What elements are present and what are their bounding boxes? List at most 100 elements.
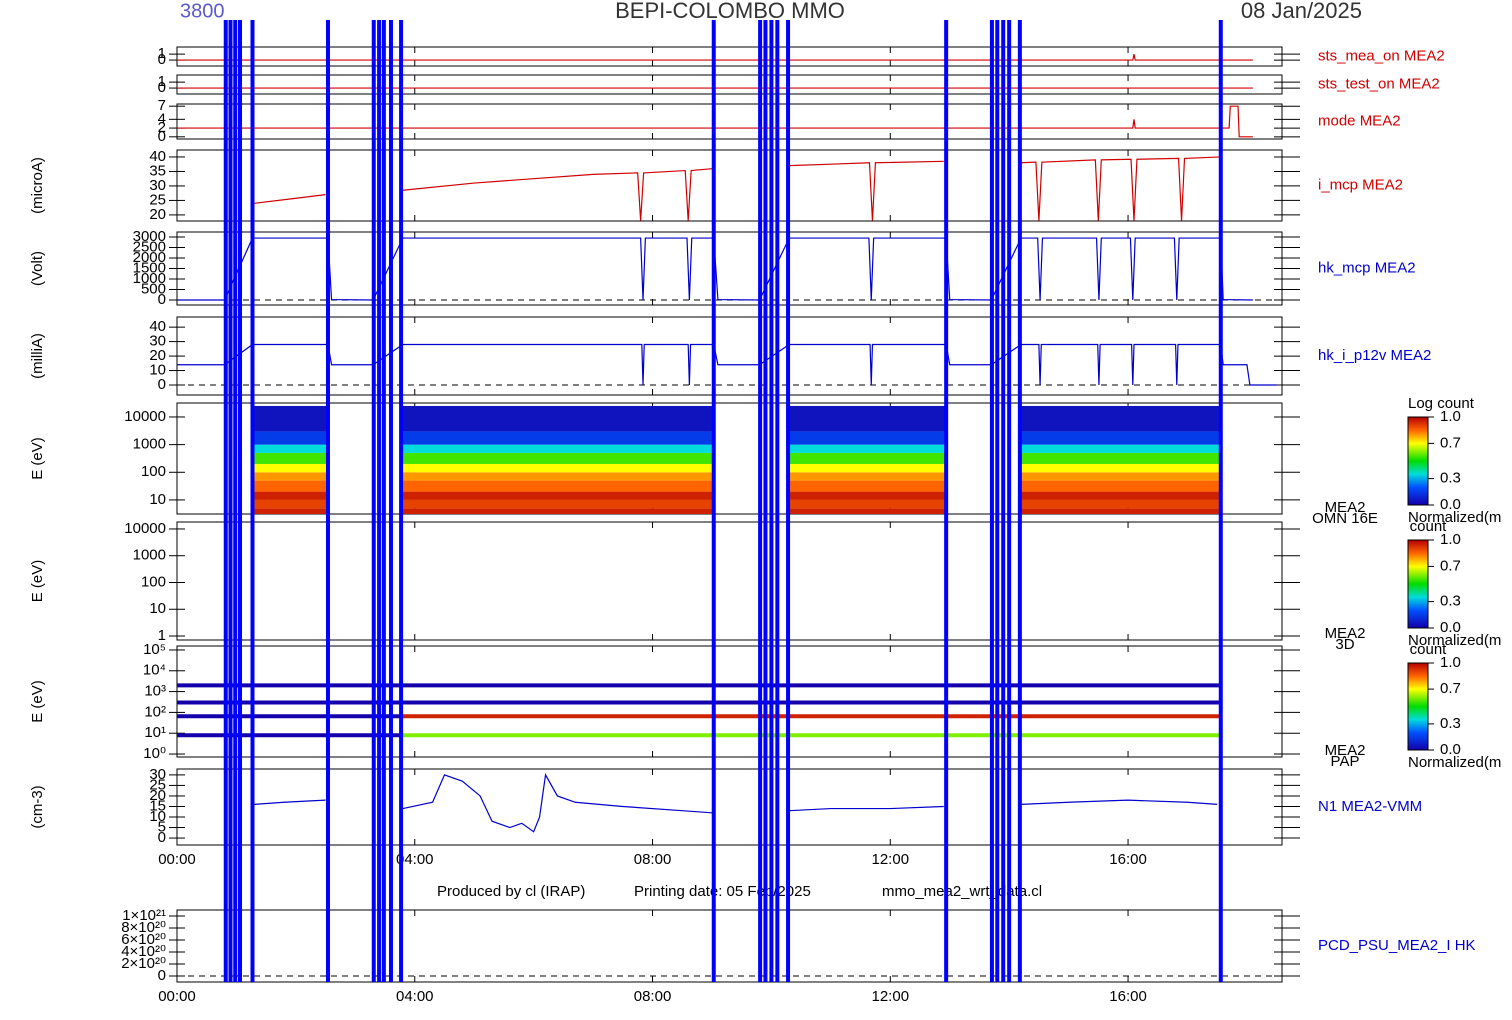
y-tick-label: 4 bbox=[158, 110, 166, 127]
panel-label: MEA2 bbox=[1325, 742, 1366, 759]
spectrogram-cell bbox=[252, 499, 328, 509]
y-tick-label: 10 bbox=[149, 600, 166, 617]
event-bar bbox=[233, 20, 238, 982]
event-bar bbox=[377, 20, 382, 982]
y-tick-label: 10⁰ bbox=[143, 745, 166, 762]
spectrogram-cell bbox=[401, 405, 714, 432]
y-tick-label: 30 bbox=[149, 333, 166, 350]
y-tick-label: 10 bbox=[149, 491, 166, 508]
series-line bbox=[789, 160, 944, 221]
x-tick-label: 16:00 bbox=[1109, 851, 1147, 868]
spectrogram-cell bbox=[252, 431, 328, 445]
y-tick-label: 40 bbox=[149, 148, 166, 165]
y-axis-label: E (eV) bbox=[29, 437, 46, 480]
y-tick-label: 30 bbox=[149, 766, 166, 783]
y-axis-label: (microA) bbox=[29, 157, 46, 214]
panel-frame bbox=[176, 231, 1283, 306]
event-bar bbox=[769, 20, 774, 982]
event-bar bbox=[228, 20, 233, 982]
y-tick-label: 25 bbox=[149, 776, 166, 793]
colorbar-tick-label: 0.3 bbox=[1440, 715, 1461, 732]
x-tick-label: 00:00 bbox=[158, 988, 196, 1005]
y-axis-label: E (eV) bbox=[29, 680, 46, 723]
y-tick-label: 1 bbox=[158, 45, 166, 62]
y-tick-label: 20 bbox=[149, 787, 166, 804]
event-bar bbox=[399, 20, 404, 982]
event-bar bbox=[758, 20, 763, 982]
y-tick-label: 10000 bbox=[124, 408, 166, 425]
x-tick-label: 04:00 bbox=[396, 988, 434, 1005]
event-bar bbox=[763, 20, 768, 982]
spectrogram-cell bbox=[788, 480, 947, 492]
spectrogram-cell bbox=[788, 508, 947, 514]
spectrogram-cell bbox=[401, 452, 714, 464]
colorbar-tick-label: 0.0 bbox=[1440, 496, 1461, 513]
event-bar bbox=[250, 20, 255, 982]
panel-label: i_mcp MEA2 bbox=[1318, 176, 1403, 193]
y-tick-label: 10¹ bbox=[144, 724, 166, 741]
y-tick-label: 1 bbox=[158, 73, 166, 90]
event-bar bbox=[371, 20, 376, 982]
y-tick-label: 7 bbox=[158, 97, 166, 114]
spectrogram-cell bbox=[1019, 444, 1221, 453]
y-tick-label: 2 bbox=[158, 119, 166, 136]
spectrogram-cell bbox=[401, 431, 714, 445]
spectrogram-cell bbox=[1019, 463, 1221, 473]
series-line bbox=[789, 805, 944, 812]
spectrogram-cell bbox=[401, 472, 714, 481]
colorbar bbox=[1407, 539, 1429, 629]
colorbar-tick-label: 0.7 bbox=[1440, 680, 1461, 697]
series-line bbox=[177, 237, 1253, 301]
y-tick-label: 20 bbox=[149, 347, 166, 364]
y-axis-label: (cm-3) bbox=[29, 785, 46, 828]
event-bar bbox=[1007, 20, 1012, 982]
y-tick-label: 1×10²¹ bbox=[122, 907, 166, 924]
event-bar bbox=[944, 20, 949, 982]
x-tick-label: 00:00 bbox=[158, 851, 196, 868]
panel-frame bbox=[176, 149, 1283, 222]
spectrogram-cell bbox=[401, 499, 714, 509]
spectrogram-cell bbox=[1019, 508, 1221, 514]
x-tick-label: 12:00 bbox=[872, 988, 910, 1005]
series-line bbox=[254, 194, 326, 204]
y-tick-label: 10000 bbox=[124, 520, 166, 537]
colorbar-tick-label: 1.0 bbox=[1440, 408, 1461, 425]
panel-label: MEA2 bbox=[1325, 625, 1366, 642]
x-tick-label: 12:00 bbox=[872, 851, 910, 868]
y-tick-label: 5 bbox=[158, 818, 166, 835]
y-tick-label: 15 bbox=[149, 797, 166, 814]
panel-frame bbox=[176, 316, 1283, 396]
spectrogram-cell bbox=[401, 508, 714, 514]
spectrogram-cell bbox=[401, 491, 714, 500]
spectrogram-cell bbox=[252, 472, 328, 481]
chart-title: BEPI-COLOMBO MMO bbox=[615, 0, 845, 23]
event-bar bbox=[381, 20, 386, 982]
panel-frame bbox=[176, 46, 1283, 67]
panel-frame bbox=[176, 909, 1283, 983]
panel-label: PCD_PSU_MEA2_I HK bbox=[1318, 937, 1476, 954]
y-tick-label: 35 bbox=[149, 162, 166, 179]
colorbar-tick-label: 0.7 bbox=[1440, 557, 1461, 574]
y-tick-label: 4×10²⁰ bbox=[121, 943, 166, 960]
series-line bbox=[1021, 156, 1221, 221]
panel-label: hk_i_p12v MEA2 bbox=[1318, 347, 1431, 364]
spectrogram-cell bbox=[252, 508, 328, 514]
y-axis-label: (milliA) bbox=[29, 333, 46, 379]
panel-label: mode MEA2 bbox=[1318, 112, 1401, 129]
event-bar bbox=[711, 20, 716, 982]
y-tick-label: 0 bbox=[158, 967, 166, 984]
panel-label: sts_test_on MEA2 bbox=[1318, 75, 1440, 92]
y-tick-label: 2×10²⁰ bbox=[121, 955, 166, 972]
y-tick-label: 500 bbox=[141, 280, 166, 297]
y-tick-label: 0 bbox=[158, 79, 166, 96]
series-line bbox=[402, 773, 713, 833]
panel-label: MEA2 bbox=[1325, 499, 1366, 516]
colorbar-title: Normalized(m bbox=[1408, 632, 1501, 649]
y-tick-label: 0 bbox=[158, 376, 166, 393]
event-bar bbox=[995, 20, 1000, 982]
colorbar-tick-label: 0.0 bbox=[1440, 619, 1461, 636]
y-tick-label: 1500 bbox=[133, 259, 166, 276]
panel-frame bbox=[176, 768, 1283, 846]
y-tick-label: 1 bbox=[158, 627, 166, 644]
